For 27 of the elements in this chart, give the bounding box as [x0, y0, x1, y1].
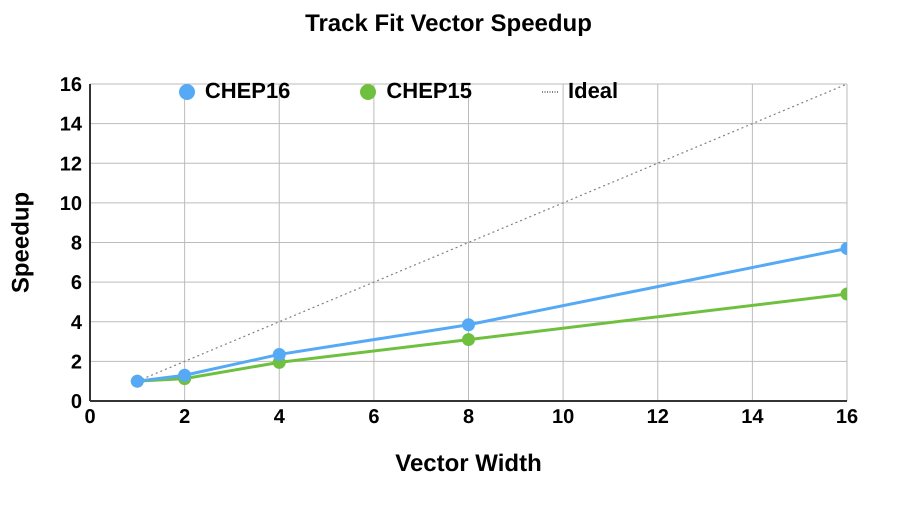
legend-label: CHEP15 [386, 78, 472, 103]
y-tick-label: 4 [70, 312, 83, 334]
x-tick-label: 4 [274, 406, 286, 428]
y-tick-label: 6 [70, 272, 82, 294]
x-tick-label: 8 [462, 406, 474, 428]
x-tick-label: 16 [836, 406, 858, 428]
x-axis-title: Vector Width [395, 450, 542, 477]
x-tick-label: 14 [741, 406, 764, 428]
y-tick-label: 8 [70, 232, 82, 255]
x-tick-label: 12 [646, 406, 669, 428]
y-tick-label: 16 [60, 74, 82, 96]
legend-label: Ideal [568, 78, 618, 103]
point [178, 368, 192, 382]
point [272, 348, 286, 361]
y-tick-label: 14 [60, 114, 83, 136]
point [462, 318, 475, 332]
y-tick-label: 10 [60, 192, 82, 215]
legend-label: CHEP16 [204, 78, 290, 103]
x-tick-label: 6 [368, 406, 380, 428]
y-tick-label: 0 [70, 391, 82, 414]
chart-title: Track Fit Vector Speedup [304, 10, 593, 38]
x-tick-label: 10 [552, 406, 574, 428]
point [462, 333, 475, 346]
y-tick-label: 12 [60, 153, 82, 176]
y-axis-title: Speedup [8, 192, 35, 294]
x-tick-label: 2 [179, 406, 190, 428]
y-tick-label: 2 [70, 351, 82, 374]
